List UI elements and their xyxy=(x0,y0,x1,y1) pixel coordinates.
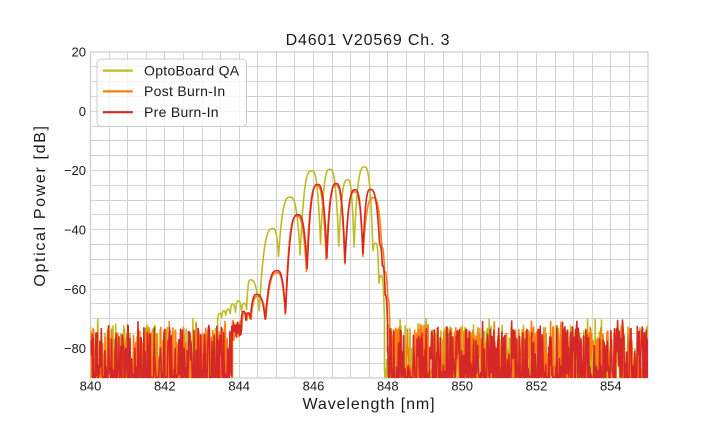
svg-text:D4601 V20569 Ch. 3: D4601 V20569 Ch. 3 xyxy=(286,32,451,49)
svg-text:−20: −20 xyxy=(64,163,86,178)
svg-text:Optical Power [dB]: Optical Power [dB] xyxy=(32,124,49,286)
svg-text:844: 844 xyxy=(228,379,250,394)
svg-text:20: 20 xyxy=(72,45,86,60)
svg-text:−60: −60 xyxy=(64,282,86,297)
svg-text:852: 852 xyxy=(526,379,548,394)
svg-text:Pre Burn-In: Pre Burn-In xyxy=(144,104,219,120)
svg-text:848: 848 xyxy=(377,379,399,394)
svg-text:Post Burn-In: Post Burn-In xyxy=(144,83,225,99)
svg-text:854: 854 xyxy=(600,379,622,394)
svg-text:840: 840 xyxy=(80,379,102,394)
svg-text:842: 842 xyxy=(154,379,176,394)
svg-text:−40: −40 xyxy=(64,223,86,238)
svg-text:846: 846 xyxy=(303,379,325,394)
svg-text:OptoBoard QA: OptoBoard QA xyxy=(144,62,240,78)
svg-text:850: 850 xyxy=(451,379,473,394)
svg-text:0: 0 xyxy=(79,104,86,119)
svg-text:−80: −80 xyxy=(64,341,86,356)
svg-text:Wavelength [nm]: Wavelength [nm] xyxy=(303,396,436,413)
